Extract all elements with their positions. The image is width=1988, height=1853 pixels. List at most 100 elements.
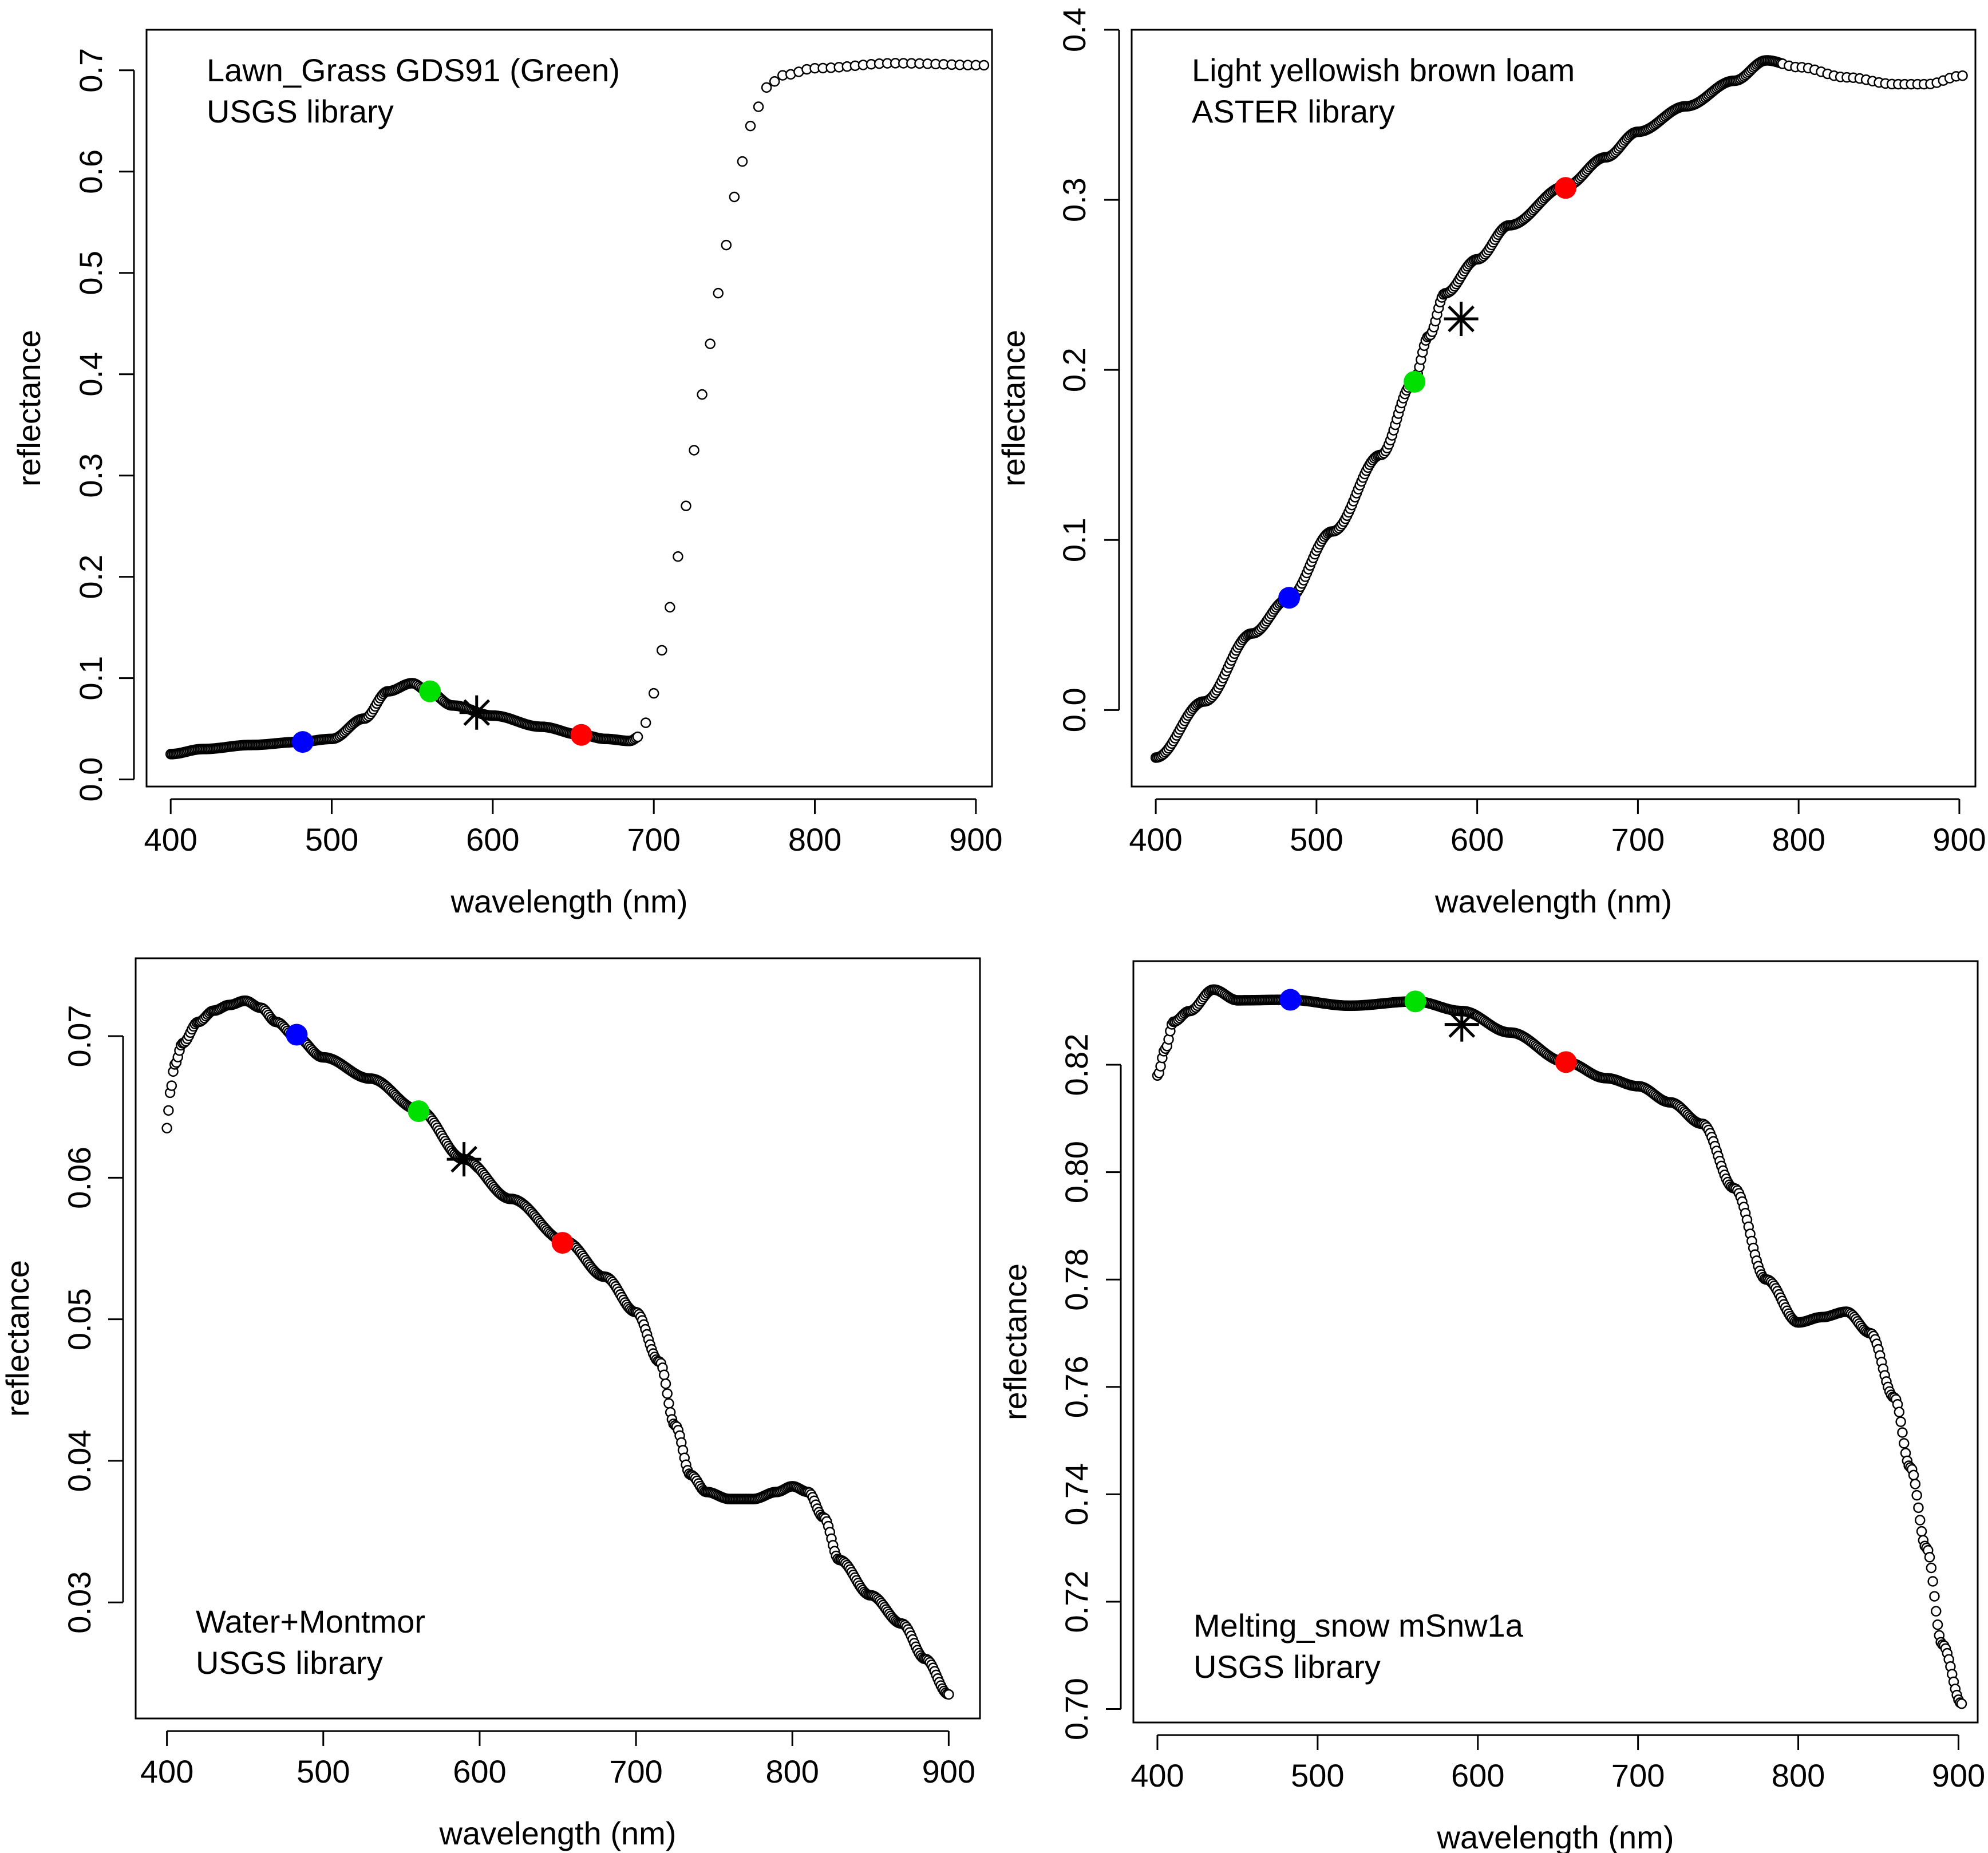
panel-annotation: Water+Montmor USGS library (196, 1603, 425, 1681)
plot-frame (145, 29, 993, 788)
annotation-line: ASTER library (1192, 93, 1395, 129)
star-marker (1444, 302, 1479, 337)
y-axis-label: reflectance (997, 1263, 1033, 1420)
y-axis-label: reflectance (0, 1260, 35, 1417)
annotation-line: USGS library (207, 93, 394, 129)
annotation-line: Water+Montmor (196, 1603, 425, 1639)
x-tick-label: 900 (949, 821, 1002, 858)
green-band-marker (408, 1100, 430, 1123)
x-axis-label: wavelength (nm) (450, 883, 688, 919)
spectrum-point (745, 120, 756, 132)
red-band-marker (1555, 177, 1577, 199)
spectrum-point (663, 1398, 674, 1409)
x-tick-label: 800 (1772, 1757, 1825, 1793)
x-tick-label: 900 (922, 1753, 975, 1789)
spectrum-point (1957, 70, 1968, 81)
y-tick-label: 0.0 (73, 757, 109, 802)
blue-band-marker (1278, 587, 1301, 609)
y-tick-label: 0.76 (1058, 1356, 1094, 1418)
y-axis: 0.0 0.1 0.2 0.3 0.4 reflectance (995, 7, 1120, 732)
panel-annotation: Lawn_Grass GDS91 (Green) USGS library (207, 52, 620, 129)
spectrum-point (753, 101, 764, 112)
spectrum-point (1916, 1526, 1927, 1537)
y-tick-label: 0.74 (1058, 1463, 1094, 1526)
spectrum-point (1908, 1469, 1919, 1481)
annotation-line: USGS library (196, 1645, 383, 1681)
y-tick-label: 0.4 (73, 352, 109, 397)
spectrum-point (697, 389, 708, 400)
spectrum-point (658, 1369, 670, 1380)
spectrum-point (681, 500, 691, 512)
spectrum-point (163, 1105, 174, 1116)
y-tick-label: 0.80 (1058, 1141, 1094, 1203)
y-tick-label: 0.05 (61, 1288, 97, 1350)
x-tick-label: 800 (788, 821, 841, 858)
spectrum-point (1913, 1502, 1924, 1514)
y-axis-label: reflectance (995, 330, 1031, 487)
spectrum-point (1930, 1606, 1942, 1617)
x-tick-label: 700 (1611, 1757, 1665, 1793)
star-stroke (450, 1145, 477, 1173)
x-tick-label: 800 (766, 1753, 819, 1789)
spectrum-series (1150, 55, 1968, 763)
spectrum-point (1926, 1562, 1937, 1574)
x-tick-label: 500 (1290, 821, 1343, 858)
spectrum-point (673, 551, 683, 562)
x-tick-label: 600 (1451, 1757, 1504, 1793)
spectrum-point (761, 82, 772, 93)
spectrum-point (1956, 1698, 1967, 1709)
spectrum-point (1163, 1034, 1174, 1045)
green-band-marker (1404, 370, 1426, 393)
star-marker (459, 695, 494, 730)
x-tick-label: 500 (1291, 1757, 1344, 1793)
spectrum-point (737, 156, 748, 167)
spectrum-point (689, 445, 699, 456)
annotation-line: Lawn_Grass GDS91 (Green) (207, 52, 620, 88)
blue-band-marker (291, 731, 314, 753)
green-band-marker (1404, 990, 1426, 1013)
annotation-line: Light yellowish brown loam (1192, 52, 1575, 88)
y-tick-label: 0.2 (73, 555, 109, 599)
spectrum-series (161, 995, 954, 1700)
spectrum-point (1897, 1427, 1908, 1438)
annotation-line: Melting_snow mSnw1a (1193, 1607, 1524, 1643)
x-tick-label: 900 (1932, 1757, 1985, 1793)
red-band-marker (570, 724, 592, 746)
x-tick-label: 500 (297, 1753, 350, 1789)
y-axis: 0.0 0.1 0.2 0.3 0.4 0.5 0.6 0.7 reflectance (11, 48, 135, 802)
x-axis: 400 500 600 700 800 900 wavelength (nm) (140, 1730, 975, 1851)
star-stroke (463, 699, 491, 726)
y-tick-label: 0.7 (73, 48, 109, 93)
star-stroke (1448, 1011, 1476, 1038)
spectrum-point (648, 688, 659, 699)
spectrum-point (1914, 1515, 1926, 1526)
y-axis-label: reflectance (11, 330, 47, 487)
spectrum-point (1932, 1619, 1943, 1630)
blue-band-marker (1279, 989, 1302, 1011)
green-band-marker (419, 680, 441, 702)
x-tick-label: 400 (1131, 1757, 1184, 1793)
y-tick-label: 0.6 (73, 149, 109, 194)
x-tick-label: 600 (453, 1753, 506, 1789)
x-tick-label: 400 (144, 821, 197, 858)
spectrum-point (1895, 1416, 1906, 1427)
star-marker (1444, 1007, 1479, 1042)
red-band-marker (551, 1232, 574, 1254)
spectrum-point (166, 1080, 177, 1091)
spectrum-point (1910, 1479, 1921, 1489)
x-tick-label: 600 (1451, 821, 1504, 858)
spectrum-point (660, 1378, 671, 1389)
x-axis: 400 500 600 700 800 900 wavelength (nm) (1131, 1734, 1985, 1853)
y-tick-label: 0.1 (1056, 517, 1092, 562)
y-tick-label: 0.4 (1056, 7, 1092, 52)
plot-frame (1132, 960, 1979, 1724)
panel-annotation: Light yellowish brown loam ASTER library (1192, 52, 1575, 129)
spectrum-point (1927, 1576, 1938, 1587)
spectrum-point (1929, 1591, 1940, 1602)
spectrum-point (721, 239, 732, 251)
spectrum-point (1911, 1489, 1922, 1501)
spectrum-point (657, 645, 667, 656)
star-marker (446, 1142, 481, 1177)
